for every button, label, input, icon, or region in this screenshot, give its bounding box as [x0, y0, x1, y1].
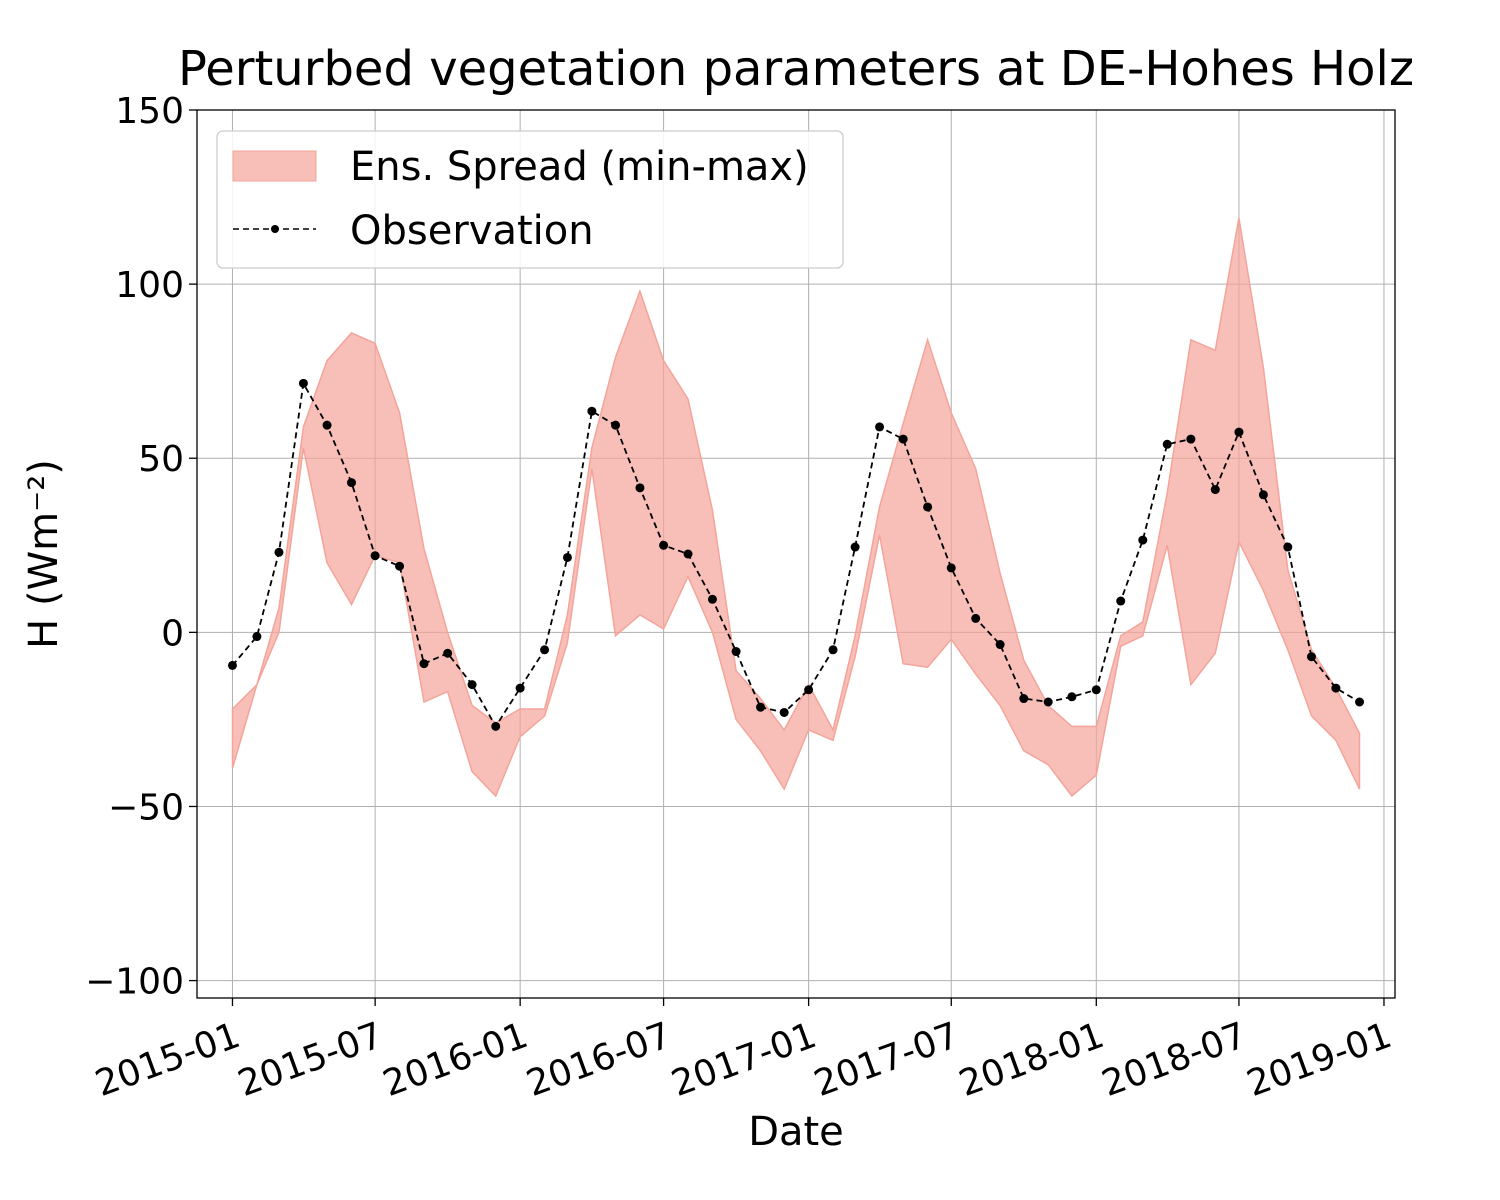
observation-point — [731, 647, 741, 657]
y-tick-label: 0 — [161, 613, 184, 654]
ensemble-spread-band — [231, 217, 1361, 798]
observation-point — [1067, 692, 1077, 702]
ensemble-spread-layer — [231, 217, 1361, 798]
observation-point — [1138, 535, 1148, 545]
observation-point — [443, 648, 453, 658]
observation-point — [322, 420, 332, 430]
observation-point — [1258, 490, 1268, 500]
x-tick-label: 2015-01 — [90, 1015, 245, 1105]
y-tick-label: 100 — [115, 265, 184, 306]
legend-observation-label: Observation — [350, 208, 594, 254]
observation-point — [804, 685, 814, 695]
observation-point — [1116, 596, 1126, 606]
x-axis-label: Date — [748, 1109, 844, 1155]
y-axis-label: H (Wm⁻²) — [21, 459, 67, 649]
x-tick-label: 2017-07 — [809, 1015, 964, 1105]
observation-point — [540, 645, 550, 655]
y-tick-label: −100 — [85, 962, 184, 1003]
observation-point — [1210, 485, 1220, 495]
observation-point — [252, 632, 262, 642]
observation-point — [850, 542, 860, 552]
observation-point — [828, 645, 838, 655]
observation-point — [875, 422, 885, 432]
observation-point — [611, 420, 621, 430]
x-tick-label: 2019-01 — [1242, 1015, 1397, 1105]
observation-layer — [227, 378, 1365, 731]
observation-point — [587, 406, 597, 416]
legend-frame — [216, 130, 844, 269]
legend: Ens. Spread (min-max) Observation — [216, 130, 844, 269]
observation-point — [274, 547, 284, 557]
observation-point — [1306, 652, 1316, 662]
observation-point — [1234, 427, 1244, 437]
observation-point — [707, 594, 717, 604]
observation-point — [1283, 542, 1293, 552]
x-tick-label: 2015-07 — [233, 1015, 388, 1105]
y-axis-ticks: 150 100 50 0 −50 −100 — [85, 91, 197, 1003]
observation-point — [227, 660, 237, 670]
observation-point — [1162, 439, 1172, 449]
x-axis-ticks: 2015-012015-072016-012016-072017-012017-… — [90, 998, 1397, 1105]
x-tick-label: 2018-01 — [954, 1015, 1109, 1105]
observation-point — [1355, 697, 1365, 707]
observation-point — [515, 683, 525, 693]
observation-point — [1186, 434, 1196, 444]
observation-point — [923, 502, 933, 512]
y-tick-label: 150 — [115, 91, 184, 132]
observation-point — [659, 540, 669, 550]
observation-point — [995, 640, 1005, 650]
observation-point — [370, 551, 380, 561]
observation-point — [635, 483, 645, 493]
legend-spread-swatch — [232, 150, 317, 182]
x-tick-label: 2018-07 — [1097, 1015, 1252, 1105]
observation-point — [779, 707, 789, 717]
legend-spread-label: Ens. Spread (min-max) — [350, 144, 809, 190]
plot-area-frame — [196, 109, 1396, 999]
observation-point — [1091, 685, 1101, 695]
observation-point — [946, 563, 956, 573]
observation-point — [1331, 683, 1341, 693]
observation-point — [683, 549, 693, 559]
y-tick-label: −50 — [108, 787, 184, 828]
legend-observation-marker — [271, 225, 279, 233]
y-tick-label: 50 — [138, 439, 184, 480]
observation-point — [756, 702, 766, 712]
x-tick-label: 2016-01 — [378, 1015, 533, 1105]
x-tick-label: 2017-01 — [666, 1015, 821, 1105]
observation-point — [419, 659, 429, 669]
observation-point — [971, 613, 981, 623]
observation-point — [395, 561, 405, 571]
observation-point — [491, 721, 501, 731]
observation-point — [298, 378, 308, 388]
observation-point — [562, 552, 572, 562]
observation-point — [346, 478, 356, 488]
observation-point — [1019, 694, 1029, 704]
x-tick-label: 2016-07 — [521, 1015, 676, 1105]
observation-point — [467, 680, 477, 690]
observation-point — [1043, 697, 1053, 707]
chart-title: Perturbed vegetation parameters at DE-Ho… — [178, 41, 1414, 97]
observation-point — [898, 434, 908, 444]
